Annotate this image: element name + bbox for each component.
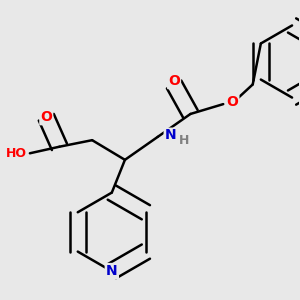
Text: H: H — [179, 134, 189, 147]
Text: N: N — [164, 128, 176, 142]
Text: O: O — [40, 110, 52, 124]
Text: N: N — [106, 264, 118, 278]
Text: O: O — [168, 74, 180, 88]
Text: O: O — [226, 95, 238, 110]
Text: HO: HO — [6, 147, 27, 160]
